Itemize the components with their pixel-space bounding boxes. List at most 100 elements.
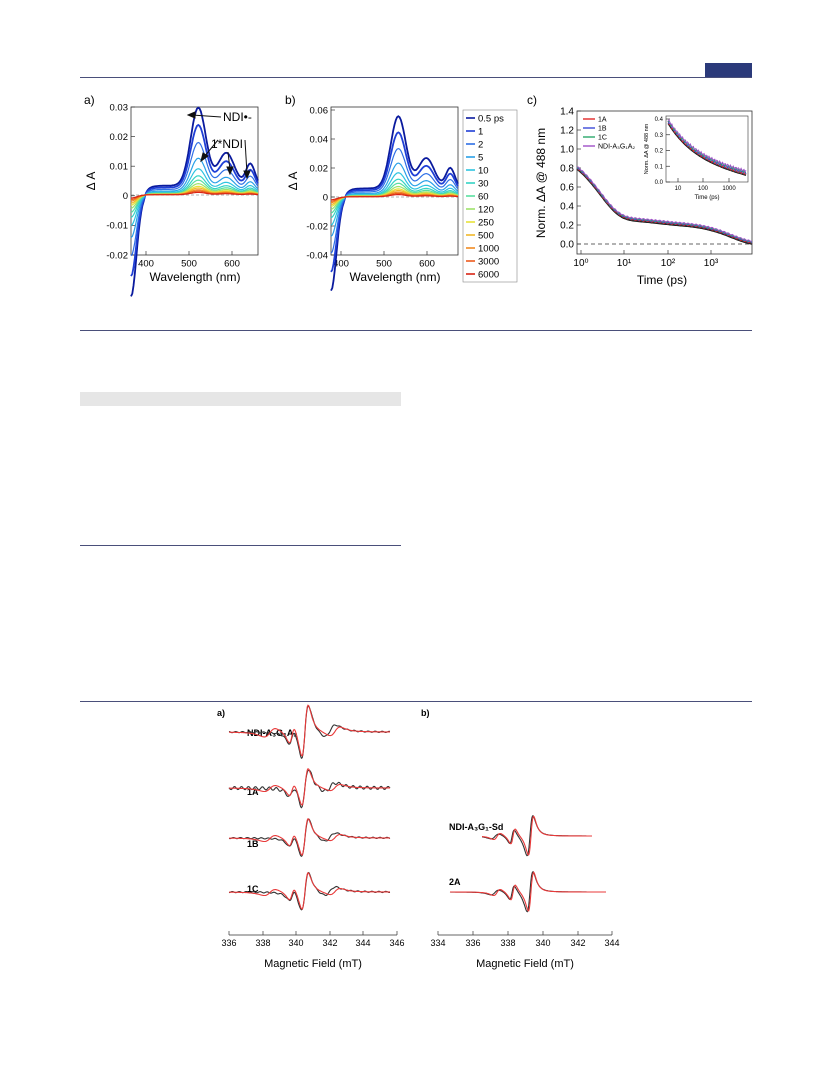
panel-c-curves <box>576 166 753 245</box>
legend-label: 250 <box>478 218 494 229</box>
figure-bottom-rule <box>80 701 752 702</box>
panel-a-ylabel: Δ A <box>84 172 98 191</box>
panel-b-y-tick-label: -0.02 <box>306 221 328 232</box>
panel-b-legend-items: 0.5 ps 1 2 5 10 30 60 120 250 500 1000 3000 6000 <box>466 114 504 281</box>
legend-label: 500 <box>478 231 494 242</box>
panel-c-kinetic-trace <box>576 166 753 242</box>
panel-c-y-tick-label: 0.6 <box>560 183 574 194</box>
panel-c-inset-x-tick-label: 10 <box>675 186 682 192</box>
epr-panel-b-xlabel: Magnetic Field (mT) <box>476 958 574 970</box>
epr-panel-a-xlabel: Magnetic Field (mT) <box>264 958 362 970</box>
panel-a-label: a) <box>84 93 95 107</box>
epr-b-x-tick-label: 342 <box>570 938 585 948</box>
epr-a-x-tick-label: 338 <box>255 938 270 948</box>
panel-b-x-tick-label: 400 <box>333 259 349 270</box>
panel-c-frame <box>576 110 753 255</box>
panel-a-frame <box>130 106 259 256</box>
legend-label: 3000 <box>478 257 499 268</box>
panel-a-xticks: 400 500 600 <box>138 251 240 270</box>
table-rule <box>80 545 401 546</box>
epr-b-x-tick-label: 336 <box>465 938 480 948</box>
epr-panel-b-curves <box>449 814 606 913</box>
panel-c-inset-trace <box>667 123 747 176</box>
panel-a-x-tick-label: 500 <box>181 259 197 270</box>
panel-c-xlabel: Time (ps) <box>637 273 687 287</box>
epr-panel-b: b) NDI-A₃G₁-Sd 2A 334 336 338 340 342 344 Mag… <box>421 708 620 970</box>
figure-top: a) 0.030.020.010-0.01-0.02 400 500 600 Wav… <box>84 93 753 297</box>
panel-a-y-tick-label: 0.01 <box>110 162 129 173</box>
legend-label: 10 <box>478 166 489 177</box>
panel-c-x-tick-label: 10⁰ <box>573 258 588 269</box>
legend-label: 1000 <box>478 244 499 255</box>
legend-label: 1 <box>478 127 483 138</box>
panel-a-y-tick-label: 0.02 <box>110 132 129 143</box>
legend-label: 1C <box>598 135 607 142</box>
legend-label: 120 <box>478 205 494 216</box>
panel-c-y-tick-label: 1.0 <box>560 145 574 156</box>
epr-a-x-tick-label: 336 <box>221 938 236 948</box>
epr-trace-label-1a: 1A <box>247 787 259 797</box>
epr-simulated-trace <box>229 818 390 856</box>
epr-a-x-tick-label: 340 <box>288 938 303 948</box>
panel-a-y-tick-label: -0.02 <box>106 250 128 261</box>
epr-a-x-tick-label: 346 <box>389 938 404 948</box>
panel-c-inset-ylabel: Norm. ΔA @ 488 nm <box>644 123 650 174</box>
epr-a-x-tick-label: 342 <box>322 938 337 948</box>
panel-a-xlabel: Wavelength (nm) <box>150 270 241 284</box>
legend-label: 1B <box>598 126 607 133</box>
panel-c: c) 1.4 1.2 1.0 0.8 0.6 0.4 0.2 0.0 10⁰ 10¹ 10² 10³… <box>527 93 753 287</box>
panel-b-y-tick-label: 0.06 <box>310 105 329 116</box>
epr-trace-label-2a: 2A <box>449 877 461 887</box>
panel-c-ylabel: Norm. ΔA @ 488 nm <box>534 128 548 238</box>
panel-a-y-tick-label: 0 <box>123 191 128 202</box>
epr-a-x-tick-label: 344 <box>355 938 370 948</box>
panel-b-spectrum <box>330 115 459 292</box>
annotation-ndi-excited: 1*NDI <box>211 137 243 151</box>
panel-a-y-tick-label: -0.01 <box>106 221 128 232</box>
panel-b-spectrum <box>330 147 459 254</box>
panel-c-x-tick-label: 10¹ <box>617 258 632 269</box>
epr-b-x-tick-label: 334 <box>430 938 445 948</box>
panel-a-y-tick-label: 0.03 <box>110 102 129 113</box>
annotation-arrows <box>186 111 251 180</box>
figure-top-rule <box>80 330 752 331</box>
table-header-bar <box>80 392 401 406</box>
epr-simulated-trace <box>229 768 390 806</box>
epr-b-x-tick-label: 340 <box>535 938 550 948</box>
panel-c-inset-x-tick-label: 100 <box>698 186 709 192</box>
legend-label: 30 <box>478 179 489 190</box>
panel-c-inset-y-tick-label: 0.4 <box>655 117 664 123</box>
panel-b-x-tick-label: 500 <box>376 259 392 270</box>
panel-b-ylabel: Δ A <box>286 172 300 191</box>
panel-c-inset-yticks: 0.4 0.3 0.2 0.1 0.0 <box>655 117 670 186</box>
epr-b-x-tick-label: 338 <box>500 938 515 948</box>
epr-trace-label-ndi-a3g1-sd: NDI-A₃G₁-Sd <box>449 822 503 832</box>
panel-a-x-tick-label: 600 <box>224 259 240 270</box>
panel-a-spectrum <box>130 141 259 257</box>
epr-panel-a: a) NDI-A₃G₁A₂ 1A 1B 1C 336 338 340 342 344 34… <box>217 704 405 970</box>
panel-c-inset-xlabel: Time (ps) <box>694 195 719 201</box>
header-rule <box>80 77 752 78</box>
panel-c-y-tick-label: 0.2 <box>560 221 574 232</box>
panel-a-spectrum <box>131 191 259 199</box>
legend-label: NDI-A₃G₁A₂ <box>598 144 635 151</box>
panel-b-y-tick-label: 0.02 <box>310 163 329 174</box>
panel-c-inset-x-tick-label: 1000 <box>722 186 736 192</box>
panel-a-spectrum <box>130 123 259 277</box>
header-tab <box>705 63 752 77</box>
panel-c-y-tick-label: 1.2 <box>560 126 574 137</box>
panel-b-spectrum <box>330 194 459 201</box>
panel-b-y-tick-label: 0 <box>323 192 328 203</box>
epr-trace-label-1c: 1C <box>247 884 259 894</box>
panel-c-x-tick-label: 10² <box>661 258 676 269</box>
epr-panel-a-label: a) <box>217 708 225 718</box>
panel-c-legend: 1A 1B 1C NDI-A₃G₁A₂ <box>583 117 635 151</box>
panel-c-inset-y-tick-label: 0.0 <box>655 180 664 186</box>
panel-c-inset-y-tick-label: 0.3 <box>655 133 664 139</box>
epr-panel-b-label: b) <box>421 708 430 718</box>
panel-c-inset-curves <box>667 119 747 176</box>
panel-b-x-tick-label: 600 <box>419 259 435 270</box>
epr-simulated-trace <box>450 871 606 912</box>
legend-label: 1A <box>598 117 607 124</box>
panel-c-y-tick-label: 0.4 <box>560 202 574 213</box>
